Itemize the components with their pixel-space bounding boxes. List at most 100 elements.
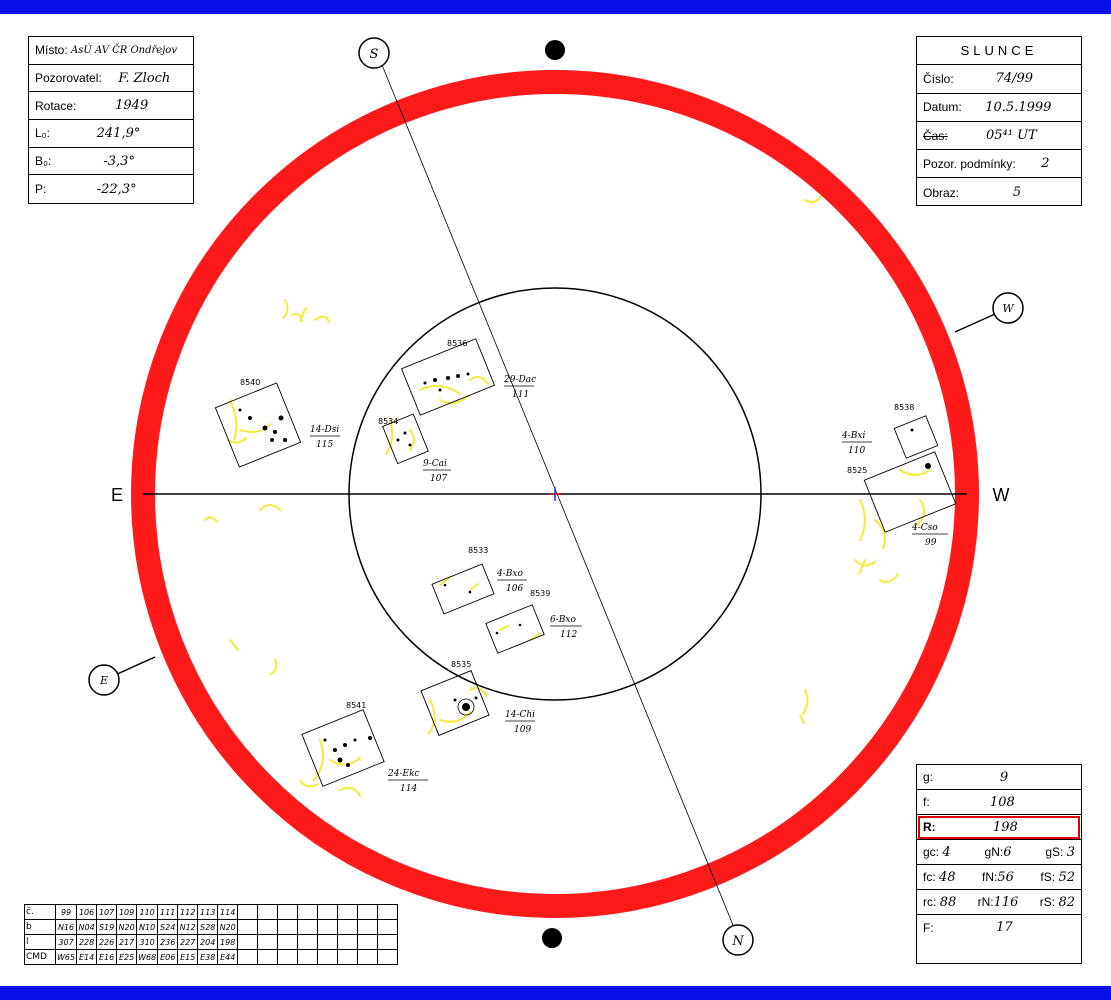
table-cell: 310 — [136, 934, 159, 950]
table-cell: 217 — [116, 934, 138, 950]
result-label: f: — [923, 795, 930, 809]
result-label: rS: — [1039, 894, 1056, 909]
result-value: 3 — [1066, 844, 1075, 860]
result-value: 52 — [1058, 869, 1075, 885]
table-cell: 236 — [157, 934, 179, 950]
table-cell-empty — [297, 949, 319, 965]
info-label: L₀: — [35, 126, 50, 141]
table-cell: E16 — [96, 949, 118, 965]
result-value: 82 — [1058, 894, 1075, 910]
table-cell: N10 — [136, 919, 159, 935]
info-value: 1949 — [115, 98, 149, 114]
group-number: 8535 — [451, 660, 471, 669]
result-label: gS: — [1045, 844, 1064, 859]
info-label: Místo: — [35, 43, 68, 58]
group-8535-box — [420, 670, 490, 736]
result-row-F: F: 17 — [917, 915, 1081, 940]
table-cell: 226 — [96, 934, 118, 950]
result-label: rc: — [923, 894, 937, 909]
table-row-header: b — [24, 919, 56, 935]
west-label: W — [993, 485, 1010, 505]
group-8533-box — [431, 563, 495, 615]
sun-title: SLUNCE — [917, 37, 1081, 66]
info-value: AsÚ AV ČR Ondřejov — [71, 44, 177, 56]
info-value: -3,3° — [103, 153, 135, 169]
table-cell-empty — [337, 904, 359, 920]
table-cell-empty — [357, 949, 379, 965]
table-row-header: CMD — [24, 949, 56, 965]
table-cell-empty — [297, 919, 319, 935]
info-value: 05⁴¹ UT — [985, 128, 1037, 144]
info-label: Čas: — [923, 128, 948, 143]
info-value: -22,3° — [96, 181, 137, 197]
group-count: 109 — [514, 725, 531, 735]
table-cell: 111 — [157, 904, 179, 920]
table-cell: E44 — [217, 949, 239, 965]
result-label: gc: — [923, 844, 940, 859]
group-count: 107 — [430, 474, 447, 484]
observation-info-box: Místo: AsÚ AV ČR Ondřejov Pozorovatel: F.… — [28, 36, 194, 204]
top-border-band — [0, 0, 1111, 14]
group-count: 112 — [560, 630, 577, 640]
table-row: CMD W65 E14 E16 E25 W68 E06 E15 E38 E44 — [24, 949, 399, 965]
result-label: gN: — [984, 844, 1004, 859]
table-cell-empty — [257, 919, 279, 935]
info-row-l0: L₀: 241,9° — [29, 120, 193, 148]
group-code: 4-Bxi — [841, 431, 865, 441]
info-row-observer: Pozorovatel: F. Zloch — [29, 65, 193, 93]
result-row-rc: rc: 88 rN:116 rS: 82 — [917, 890, 1081, 915]
table-cell: 204 — [197, 934, 219, 950]
table-cell: 227 — [177, 934, 199, 950]
table-cell: E15 — [177, 949, 199, 965]
group-number: 8534 — [378, 417, 398, 426]
group-8536-box — [400, 338, 496, 416]
result-label: fN: — [982, 869, 998, 884]
result-value: 17 — [996, 920, 1013, 935]
result-value: 6 — [1003, 844, 1012, 860]
east-label: E — [111, 485, 123, 505]
group-code: 4-Bxo — [496, 569, 523, 579]
table-cell: E14 — [76, 949, 98, 965]
table-cell-empty — [317, 934, 339, 950]
group-data-table: č. 99 106 107 109 110 111 112 113 114 b N16 N04 S19 N2… — [24, 904, 399, 965]
table-cell: 106 — [76, 904, 98, 920]
table-cell: E25 — [116, 949, 138, 965]
table-row: b N16 N04 S19 N20 N10 S24 N12 S28 N20 — [24, 919, 399, 935]
table-cell: S28 — [197, 919, 219, 935]
table-cell: N04 — [76, 919, 98, 935]
info-value: 2 — [1041, 156, 1050, 172]
table-row-header: l — [24, 934, 56, 950]
table-cell-empty — [317, 904, 339, 920]
info-row-b0: B₀: -3,3° — [29, 148, 193, 176]
table-cell: E38 — [197, 949, 219, 965]
result-row-r: R: 198 — [917, 815, 1081, 840]
result-label: fc: — [923, 869, 936, 884]
info-value: 5 — [1012, 185, 1022, 201]
table-cell-empty — [357, 904, 379, 920]
group-8541-box — [301, 709, 385, 787]
table-cell: 109 — [116, 904, 138, 920]
info-row-number: Číslo: 74/99 — [917, 65, 1081, 94]
group-count: 114 — [400, 784, 417, 794]
table-cell-empty — [237, 904, 259, 920]
table-row: l 307 228 226 217 310 236 227 204 198 — [24, 934, 399, 950]
table-cell-empty — [277, 919, 299, 935]
south-north-axis — [379, 59, 736, 931]
group-count: 110 — [848, 446, 865, 456]
table-cell: 113 — [197, 904, 219, 920]
west-tick — [954, 313, 996, 333]
table-cell: N20 — [116, 919, 138, 935]
info-row-conditions: Pozor. podmínky: 2 — [917, 150, 1081, 179]
table-cell-empty — [317, 919, 339, 935]
info-label: Pozorovatel: — [35, 71, 102, 86]
table-cell: S19 — [96, 919, 118, 935]
group-8538-box — [893, 415, 939, 459]
table-cell: 112 — [177, 904, 199, 920]
group-8540-box — [214, 382, 302, 468]
table-cell: W65 — [54, 949, 78, 965]
group-8539-box — [485, 604, 545, 654]
result-label: g: — [923, 770, 934, 784]
faculae-group — [204, 193, 931, 797]
top-reference-dot — [545, 40, 565, 60]
